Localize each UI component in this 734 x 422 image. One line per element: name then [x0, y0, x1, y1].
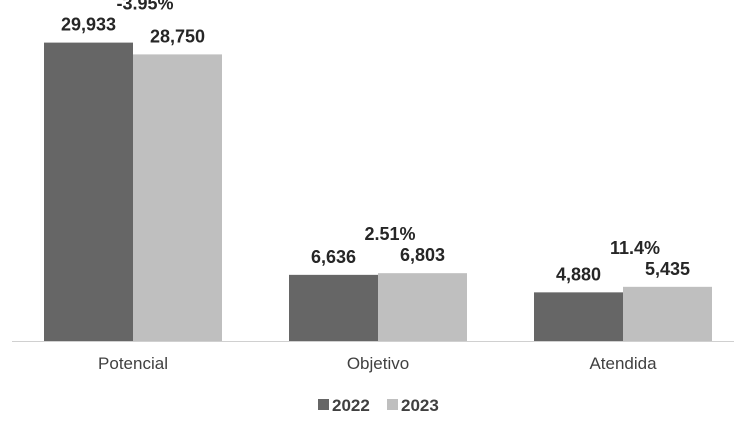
change-annotation-potencial: -3.95% — [116, 0, 173, 14]
data-label-2023-potencial: 28,750 — [150, 26, 205, 46]
bar-2022-potencial — [44, 42, 133, 341]
category-label-atendida: Atendida — [589, 354, 657, 373]
legend-label-2023: 2023 — [401, 396, 439, 415]
data-label-2022-objetivo: 6,636 — [311, 247, 356, 267]
category-label-potencial: Potencial — [98, 354, 168, 373]
bar-2023-potencial — [133, 54, 222, 341]
data-label-2023-objetivo: 6,803 — [400, 245, 445, 265]
legend-swatch-2022 — [318, 399, 329, 410]
change-annotation-objetivo: 2.51% — [364, 224, 415, 244]
data-label-2022-atendida: 4,880 — [556, 264, 601, 284]
bar-2023-objetivo — [378, 273, 467, 341]
category-label-objetivo: Objetivo — [347, 354, 409, 373]
bar-2022-atendida — [534, 292, 623, 341]
data-label-2022-potencial: 29,933 — [61, 15, 116, 35]
change-annotation-atendida: 11.4% — [610, 238, 660, 258]
bar-2022-objetivo — [289, 274, 378, 341]
bar-2023-atendida — [623, 286, 712, 341]
data-label-2023-atendida: 5,435 — [645, 259, 690, 279]
legend-swatch-2023 — [387, 399, 398, 410]
legend-label-2022: 2022 — [332, 396, 370, 415]
